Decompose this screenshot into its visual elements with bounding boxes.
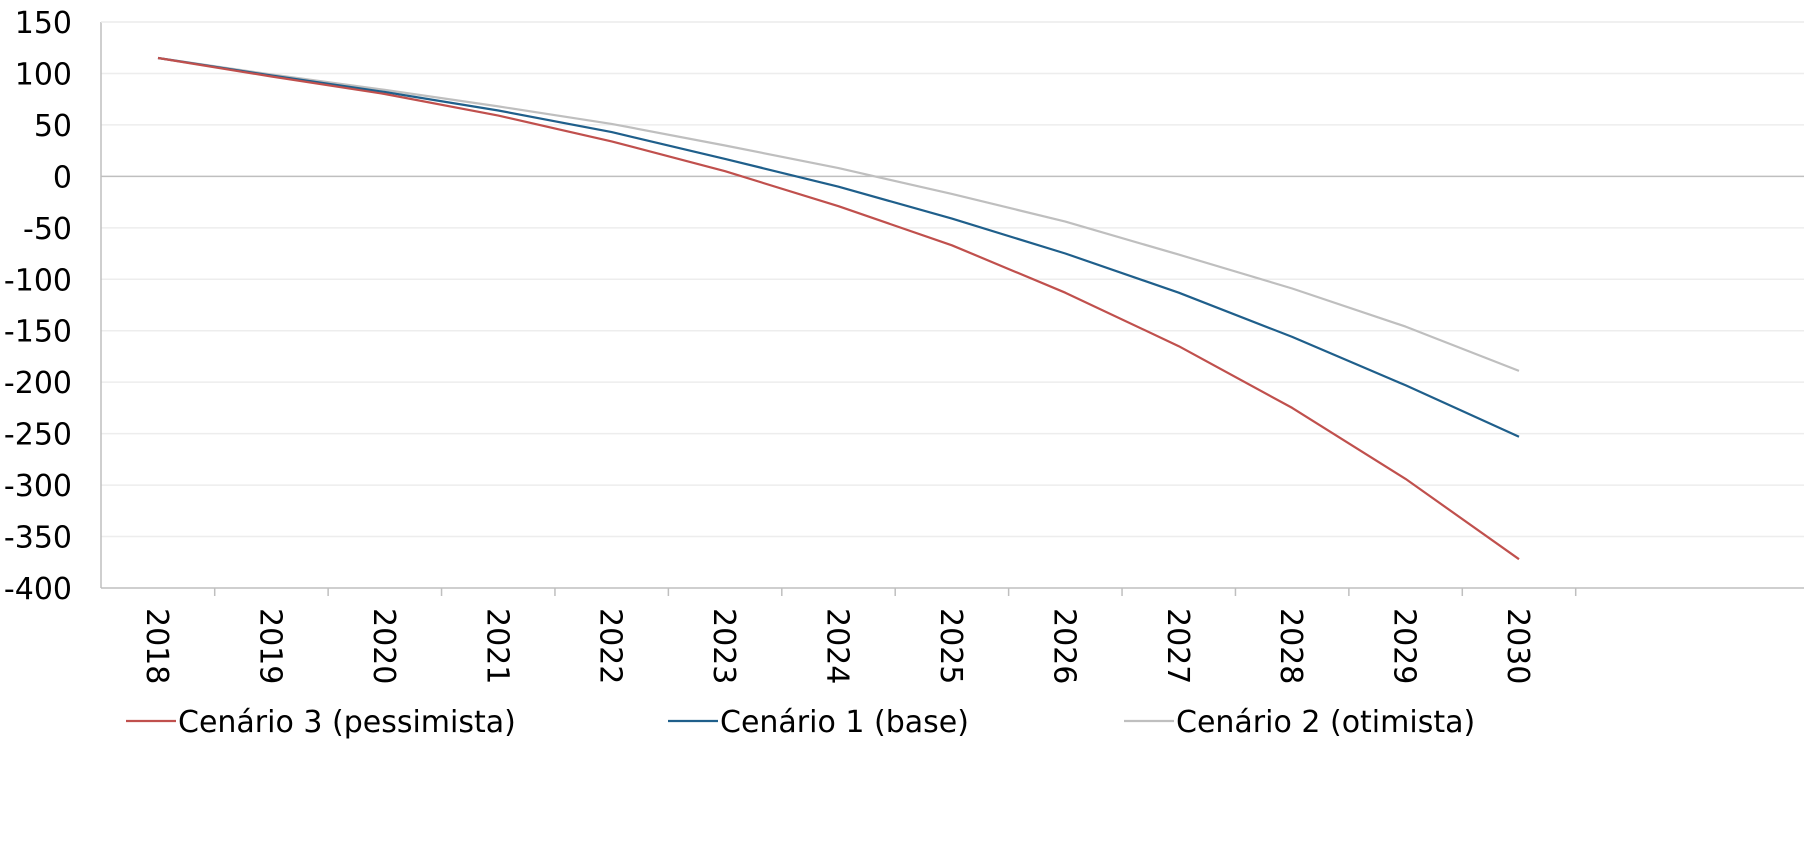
y-tick-label: -50 [23,212,72,247]
x-tick-label: 2024 [820,608,855,684]
y-tick-label: -300 [4,469,72,504]
x-tick-label: 2028 [1273,608,1308,684]
x-tick-label: 2023 [706,608,741,684]
y-tick-label: -100 [4,263,72,298]
y-tick-label: -350 [4,521,72,556]
x-axis-tick-labels: 2018 2019 2020 2021 2022 2023 2024 2025 2026 2027… [139,608,1535,684]
x-tick-label: 2029 [1387,608,1422,684]
y-axis-tick-labels: 150 100 50 0 -50 -100 -150 -200 -250 -300 -350 -400 [4,6,72,607]
x-tick-label: 2019 [252,608,287,684]
x-tick-label: 2025 [933,608,968,684]
y-tick-label: 0 [53,160,72,195]
x-tick-label: 2020 [366,608,401,684]
axes [100,21,1804,596]
series-line-1 [157,56,1520,561]
y-tick-label: 50 [34,109,72,144]
x-tick-label: 2022 [593,608,628,684]
y-tick-label: -250 [4,418,72,453]
y-tick-label: -200 [4,366,72,401]
gridlines [101,21,1804,538]
legend-label: Cenário 2 (otimista) [1176,705,1475,740]
x-tick-label: 2021 [479,608,514,684]
y-tick-label: -400 [4,572,72,607]
y-tick-label: 150 [15,6,72,41]
x-tick-label: 2030 [1500,608,1535,684]
legend-label: Cenário 1 (base) [720,705,969,740]
legend-label: Cenário 3 (pessimista) [178,705,516,740]
x-tick-label: 2026 [1046,608,1081,684]
y-tick-label: -150 [4,315,72,350]
legend: Cenário 3 (pessimista) Cenário 1 (base) Ce… [126,705,1475,740]
series-lines [157,56,1520,561]
y-tick-label: 100 [15,57,72,92]
series-line-2 [157,56,1520,438]
x-tick-label: 2018 [139,608,174,684]
series-line-3 [157,56,1520,372]
x-tick-label: 2027 [1160,608,1195,684]
